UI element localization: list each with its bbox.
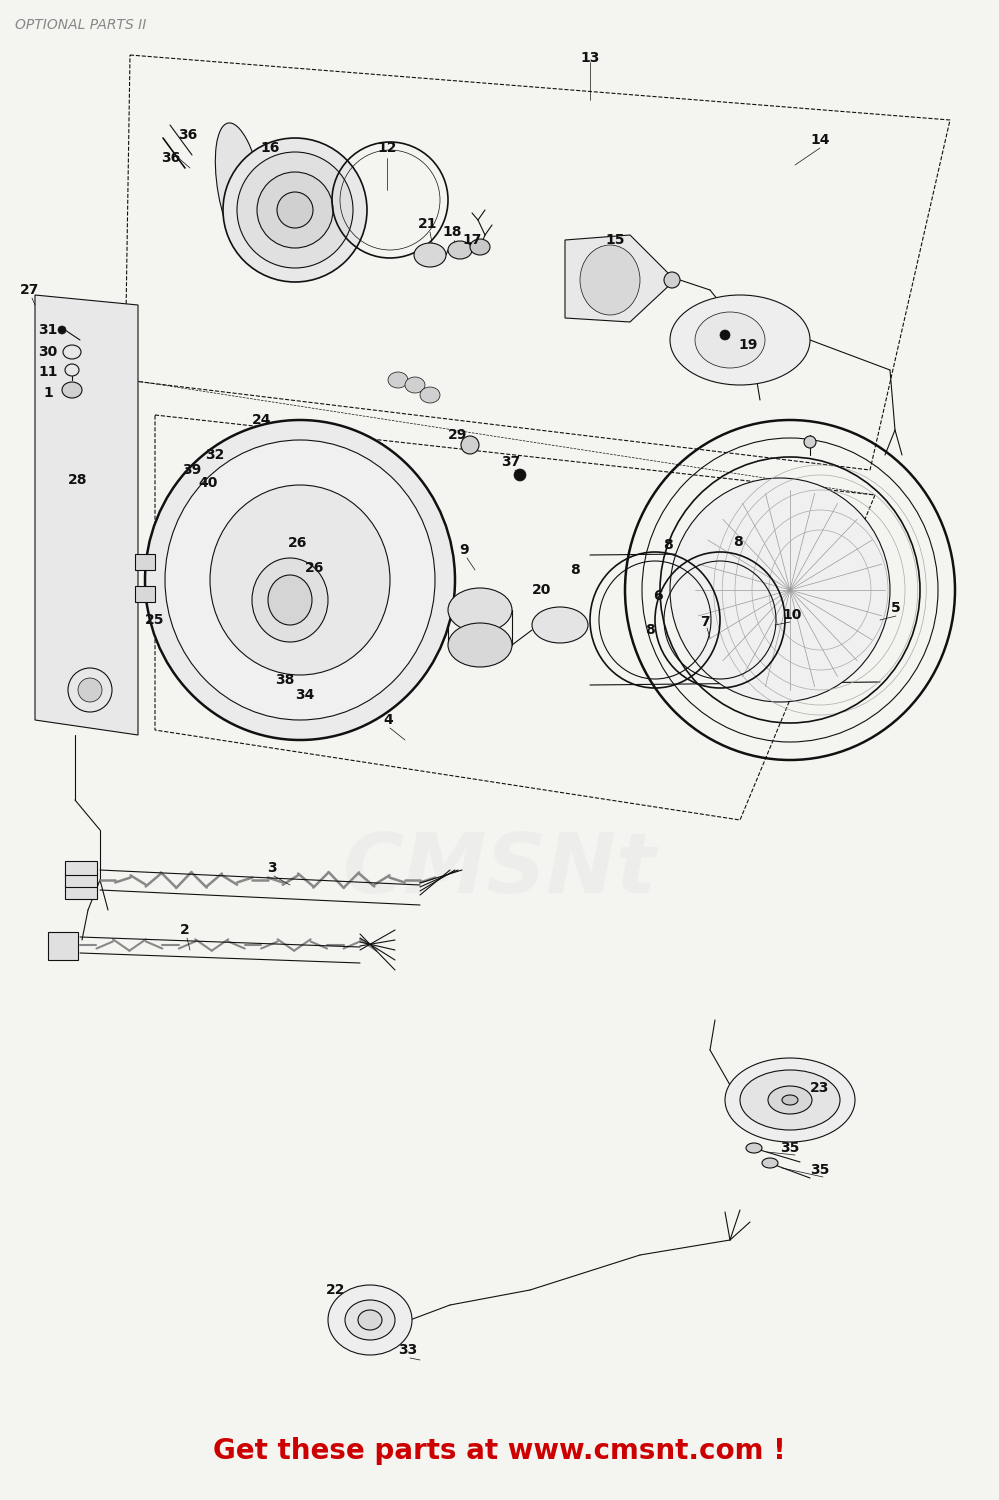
- Text: 25: 25: [145, 614, 165, 627]
- Ellipse shape: [670, 296, 810, 386]
- Polygon shape: [35, 296, 138, 735]
- Ellipse shape: [670, 478, 890, 702]
- Bar: [135, 586, 155, 602]
- Ellipse shape: [210, 484, 390, 675]
- Text: OPTIONAL PARTS II: OPTIONAL PARTS II: [15, 18, 147, 32]
- Bar: [65, 861, 97, 874]
- Ellipse shape: [58, 326, 66, 334]
- Text: CMSNt: CMSNt: [343, 830, 656, 910]
- Text: Get these parts at www.cmsnt.com !: Get these parts at www.cmsnt.com !: [213, 1437, 786, 1466]
- Text: 35: 35: [810, 1162, 830, 1178]
- Ellipse shape: [782, 1095, 798, 1106]
- Ellipse shape: [532, 608, 588, 644]
- Text: 5: 5: [891, 602, 901, 615]
- Ellipse shape: [448, 622, 512, 668]
- Ellipse shape: [720, 330, 730, 340]
- Text: 18: 18: [443, 225, 462, 238]
- Ellipse shape: [345, 1300, 395, 1340]
- Text: 7: 7: [700, 615, 710, 628]
- Text: 17: 17: [463, 232, 482, 248]
- Text: 4: 4: [384, 712, 393, 728]
- Text: 32: 32: [206, 448, 225, 462]
- Ellipse shape: [237, 152, 353, 268]
- Ellipse shape: [145, 420, 455, 740]
- Ellipse shape: [420, 387, 440, 404]
- Text: 6: 6: [653, 590, 662, 603]
- Ellipse shape: [62, 382, 82, 398]
- Text: 28: 28: [68, 472, 88, 488]
- Text: 34: 34: [296, 688, 315, 702]
- Text: 14: 14: [810, 134, 830, 147]
- Bar: [135, 554, 155, 570]
- Ellipse shape: [664, 272, 680, 288]
- Ellipse shape: [277, 192, 313, 228]
- Ellipse shape: [470, 238, 490, 255]
- Ellipse shape: [388, 372, 408, 388]
- Ellipse shape: [580, 244, 640, 315]
- Ellipse shape: [328, 1286, 412, 1354]
- Text: 8: 8: [645, 622, 655, 638]
- Ellipse shape: [804, 436, 816, 448]
- Bar: [65, 873, 97, 886]
- Bar: [65, 885, 97, 898]
- Text: 15: 15: [605, 232, 624, 248]
- Ellipse shape: [514, 470, 526, 482]
- Text: 2: 2: [180, 922, 190, 938]
- Ellipse shape: [165, 440, 435, 720]
- Ellipse shape: [216, 123, 265, 256]
- Ellipse shape: [257, 172, 333, 248]
- Ellipse shape: [725, 1058, 855, 1142]
- Text: 30: 30: [38, 345, 58, 358]
- Text: 20: 20: [532, 584, 551, 597]
- Text: 36: 36: [162, 152, 181, 165]
- Ellipse shape: [268, 574, 312, 626]
- Text: 40: 40: [199, 476, 218, 490]
- Text: 33: 33: [399, 1342, 418, 1358]
- Ellipse shape: [746, 1143, 762, 1154]
- Text: 36: 36: [179, 128, 198, 142]
- Ellipse shape: [448, 242, 472, 260]
- Text: 21: 21: [419, 217, 438, 231]
- Text: 27: 27: [20, 284, 40, 297]
- Text: 23: 23: [810, 1082, 830, 1095]
- Text: 1: 1: [43, 386, 53, 400]
- Ellipse shape: [252, 558, 328, 642]
- Text: 26: 26: [289, 536, 308, 550]
- Ellipse shape: [461, 436, 479, 454]
- Text: 13: 13: [580, 51, 599, 64]
- Text: 35: 35: [780, 1142, 799, 1155]
- Text: 8: 8: [733, 536, 743, 549]
- Ellipse shape: [448, 588, 512, 632]
- Text: 37: 37: [501, 454, 520, 470]
- Text: 26: 26: [306, 561, 325, 574]
- Bar: [48, 932, 78, 960]
- Ellipse shape: [768, 1086, 812, 1114]
- Ellipse shape: [740, 1070, 840, 1130]
- Text: 24: 24: [253, 413, 272, 428]
- Text: 8: 8: [663, 538, 673, 552]
- Text: 10: 10: [782, 608, 801, 622]
- Text: 22: 22: [327, 1282, 346, 1298]
- Text: 16: 16: [261, 141, 280, 154]
- Ellipse shape: [358, 1310, 382, 1330]
- Text: 39: 39: [183, 464, 202, 477]
- Text: 9: 9: [460, 543, 469, 556]
- Ellipse shape: [223, 138, 367, 282]
- Ellipse shape: [414, 243, 446, 267]
- Text: 19: 19: [738, 338, 757, 352]
- Text: 8: 8: [570, 562, 579, 578]
- Polygon shape: [565, 236, 675, 322]
- Text: 12: 12: [378, 141, 397, 154]
- Ellipse shape: [762, 1158, 778, 1168]
- Text: 29: 29: [449, 427, 468, 442]
- Text: 38: 38: [276, 674, 295, 687]
- Ellipse shape: [405, 376, 425, 393]
- Text: 3: 3: [267, 861, 277, 874]
- Ellipse shape: [695, 312, 765, 368]
- Text: 31: 31: [38, 322, 58, 338]
- Ellipse shape: [78, 678, 102, 702]
- Text: 11: 11: [38, 364, 58, 380]
